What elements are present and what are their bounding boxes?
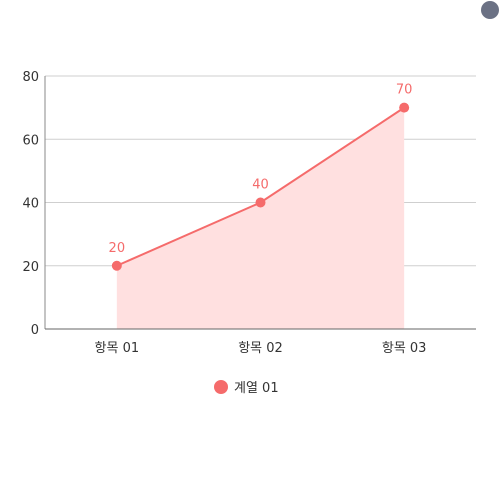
data-label: 20	[109, 241, 126, 256]
y-tick-label: 0	[31, 323, 39, 338]
data-label: 70	[396, 83, 413, 98]
x-tick-label: 항목 02	[238, 341, 283, 356]
y-tick-labels: 0 20 40 60 80	[22, 70, 39, 338]
legend-label[interactable]: 계열 01	[234, 381, 279, 396]
data-points	[111, 102, 410, 271]
y-tick-label: 20	[22, 260, 39, 275]
x-tick-labels: 항목 01 항목 02 항목 03	[95, 341, 427, 356]
x-tick-label: 항목 01	[95, 341, 140, 356]
data-point[interactable]	[399, 102, 410, 113]
legend: 계열 01	[214, 380, 279, 396]
data-point[interactable]	[255, 197, 266, 208]
area-fill-series	[116, 107, 405, 329]
y-tick-label: 80	[22, 70, 39, 85]
data-point[interactable]	[111, 260, 122, 271]
data-labels: 20 40 70	[109, 83, 413, 256]
axes	[44, 76, 476, 330]
area-fill	[116, 107, 405, 329]
legend-marker[interactable]	[214, 380, 228, 394]
user-avatar-icon[interactable]	[481, 1, 499, 19]
x-tick-label: 항목 03	[382, 341, 427, 356]
y-tick-label: 40	[22, 197, 39, 212]
data-label: 40	[252, 178, 269, 193]
y-tick-label: 60	[22, 133, 39, 148]
